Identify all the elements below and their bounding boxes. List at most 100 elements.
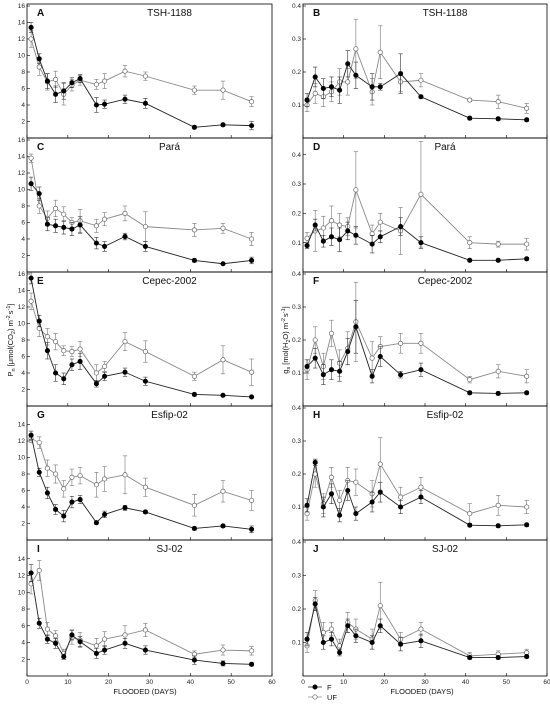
data-point-f xyxy=(93,240,99,246)
y-tick-label: 0.2 xyxy=(292,337,301,344)
data-point-f xyxy=(36,318,42,324)
y-tick-label: 0.4 xyxy=(292,152,301,159)
data-point-f xyxy=(28,432,34,438)
data-point-f xyxy=(353,72,359,78)
data-point-f xyxy=(418,494,424,500)
x-tick-label: 60 xyxy=(543,679,550,686)
data-point-uf xyxy=(69,474,75,480)
data-point-f xyxy=(345,623,351,629)
data-point-uf xyxy=(337,222,343,228)
series-line-f xyxy=(306,223,527,261)
y-tick-label: 10 xyxy=(18,53,26,60)
data-point-f xyxy=(304,243,310,249)
data-point-f xyxy=(53,506,59,513)
legend: F UF xyxy=(308,683,337,702)
data-point-uf xyxy=(249,236,255,242)
data-point-f xyxy=(353,633,359,639)
data-point-f xyxy=(122,640,128,646)
data-point-f xyxy=(249,394,255,400)
x-tick-label: 50 xyxy=(503,679,511,686)
y-tick-label: 2 xyxy=(21,387,25,394)
left-y-axis-label-sup: -1 xyxy=(6,306,12,311)
data-point-uf xyxy=(28,298,34,304)
series-line-uf xyxy=(306,462,527,515)
data-point-f xyxy=(304,97,310,103)
panel-title: Pará xyxy=(434,142,456,153)
data-point-uf xyxy=(142,224,148,230)
y-tick-label: 0.4 xyxy=(292,3,301,10)
series-line-uf xyxy=(306,188,527,245)
panel-c: 2 4 6 8 10 12 14 16 C Pará xyxy=(18,137,273,273)
y-tick-label: 4 xyxy=(21,504,25,511)
data-point-uf xyxy=(77,473,83,479)
right-y-axis-label-part: O) m xyxy=(281,323,290,340)
data-point-uf xyxy=(191,227,197,233)
data-point-uf xyxy=(220,488,226,494)
data-point-uf xyxy=(61,211,67,217)
data-point-f xyxy=(249,661,255,667)
data-point-uf xyxy=(249,99,255,105)
left-y-axis-label-part: ) m xyxy=(6,320,15,331)
data-point-f xyxy=(524,654,530,660)
data-point-f xyxy=(36,56,42,62)
series-line-f xyxy=(30,278,252,398)
data-point-f xyxy=(77,358,83,365)
data-point-uf xyxy=(36,64,42,70)
panel-frame xyxy=(302,271,548,407)
panel-title: Cepec-2002 xyxy=(142,276,197,287)
data-point-uf xyxy=(249,497,255,503)
data-point-f xyxy=(102,373,108,379)
data-point-uf xyxy=(328,626,335,632)
panel-frame xyxy=(302,137,548,273)
y-tick-label: 10 xyxy=(18,321,26,328)
data-point-f xyxy=(69,226,75,232)
panel-frame xyxy=(26,137,273,273)
right-y-axis-label-part: [mol(H xyxy=(281,343,290,367)
data-point-f xyxy=(398,641,404,647)
panel-title: SJ-02 xyxy=(156,544,183,555)
data-point-f xyxy=(69,632,75,638)
data-point-f xyxy=(122,505,128,511)
data-point-uf xyxy=(467,97,473,103)
y-tick-label: 2 xyxy=(21,521,25,528)
y-tick-label: 0.2 xyxy=(292,69,301,76)
y-tick-label: 0.2 xyxy=(292,211,301,218)
data-point-uf xyxy=(142,348,148,355)
y-tick-label: 4 xyxy=(21,370,25,377)
data-point-uf xyxy=(191,502,197,508)
data-point-f xyxy=(312,74,318,80)
data-point-uf xyxy=(345,79,351,85)
data-point-f xyxy=(312,459,318,466)
data-point-f xyxy=(377,353,383,360)
y-tick-label: 12 xyxy=(18,36,26,43)
data-point-uf xyxy=(249,648,255,654)
data-point-uf xyxy=(467,377,473,383)
data-point-f xyxy=(142,243,148,249)
panel-title: TSH-1188 xyxy=(423,8,468,19)
data-point-f xyxy=(369,84,375,90)
y-tick-label: 0.3 xyxy=(292,438,301,445)
x-tick-label: 10 xyxy=(64,679,72,686)
right-y-axis-label: gs [mol(H2O) m-2s-1] xyxy=(281,306,292,373)
data-point-f xyxy=(320,372,326,378)
panel-frame xyxy=(26,271,273,407)
series-line-uf xyxy=(306,47,527,109)
y-tick-label: 12 xyxy=(18,573,26,580)
data-point-f xyxy=(61,513,67,519)
right-y-axis-label-sub: s xyxy=(286,367,292,370)
data-point-f xyxy=(28,181,34,187)
panel-title: TSH-1188 xyxy=(147,8,192,19)
data-point-uf xyxy=(93,81,99,87)
data-point-uf xyxy=(102,636,108,642)
data-point-uf xyxy=(53,471,59,477)
x-tick-label: 0 xyxy=(301,679,305,686)
series-line-uf xyxy=(30,438,252,506)
data-point-f xyxy=(93,102,99,108)
data-point-uf xyxy=(377,219,383,225)
data-point-uf xyxy=(353,46,359,52)
data-point-uf xyxy=(337,497,343,503)
data-point-uf xyxy=(377,461,383,467)
data-point-f xyxy=(467,257,473,263)
data-point-f xyxy=(353,232,359,238)
